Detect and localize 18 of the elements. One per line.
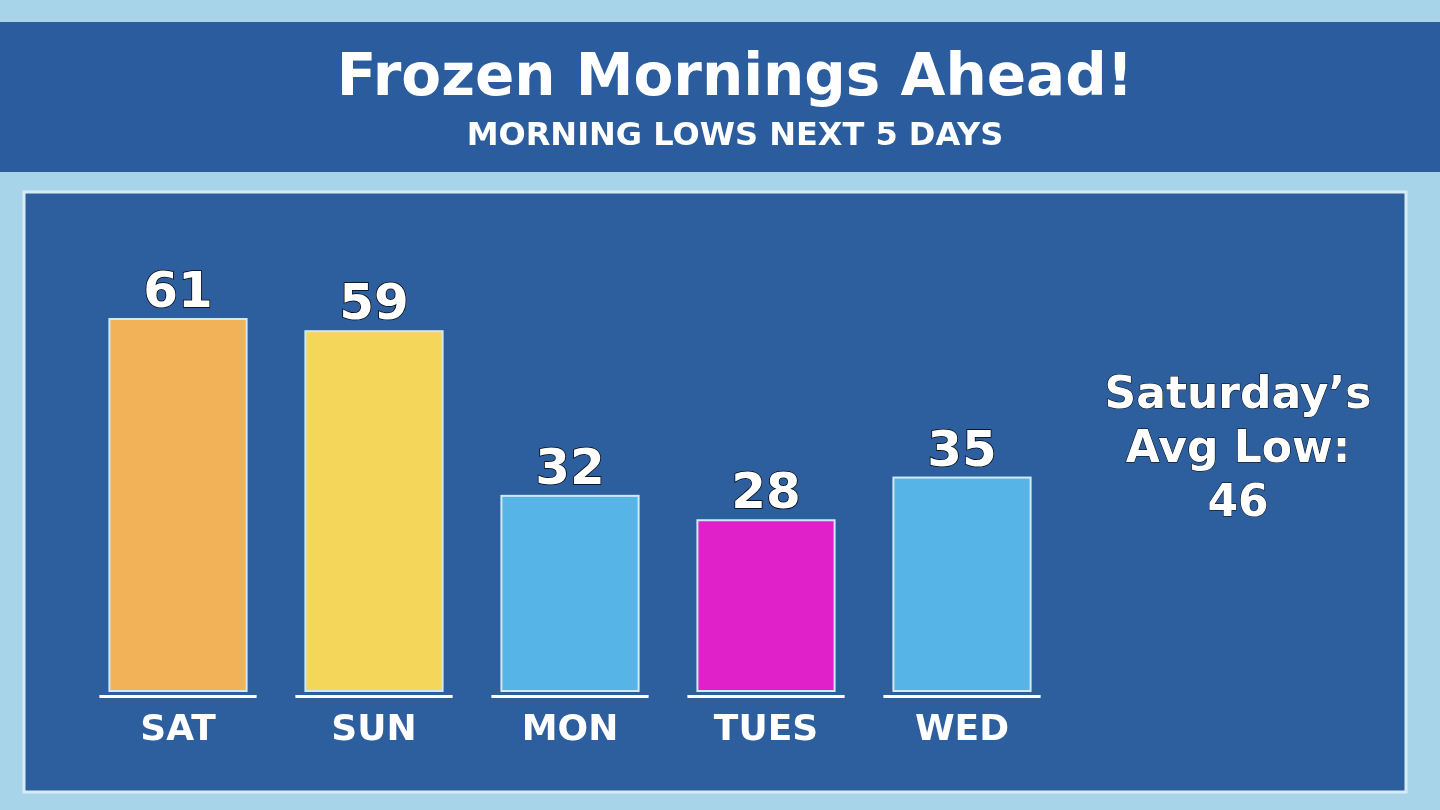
data-label: 61 bbox=[143, 261, 213, 319]
chart-subtitle: MORNING LOWS NEXT 5 DAYS bbox=[466, 115, 1004, 153]
data-label: 32 bbox=[535, 437, 605, 496]
x-tick-label: WED bbox=[914, 707, 1010, 748]
x-tick-label: SUN bbox=[331, 707, 417, 748]
text: Saturday’s Avg Low: 46 bbox=[1104, 367, 1372, 526]
data-label: 59 bbox=[339, 273, 409, 332]
chart-title: Frozen Mornings Ahead! bbox=[336, 41, 1134, 109]
x-tick-label: SAT bbox=[140, 707, 217, 748]
bar bbox=[304, 330, 444, 692]
data-label: 35 bbox=[927, 419, 997, 478]
bar bbox=[108, 318, 248, 692]
bar bbox=[696, 519, 836, 692]
x-tick-label: TUES bbox=[713, 707, 819, 748]
x-tick-label: MON bbox=[521, 707, 619, 748]
bar bbox=[500, 494, 640, 692]
data-label: 28 bbox=[731, 462, 801, 521]
bar bbox=[892, 476, 1032, 692]
